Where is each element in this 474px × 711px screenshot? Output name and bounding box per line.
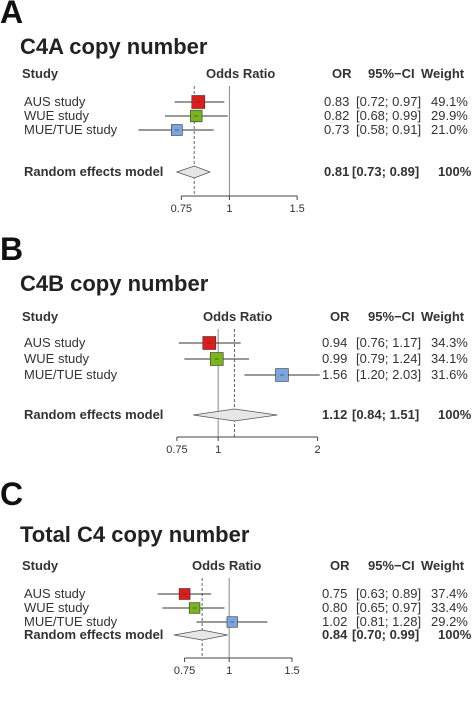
weight-value: 34.3% [431,335,468,350]
pooled-diamond [175,165,212,179]
x-tick-label: 2 [315,444,321,456]
weight-value: 33.4% [431,600,468,615]
study-name: WUE study [24,108,90,123]
or-value: 1.56 [322,367,348,382]
or-value: 0.73 [324,122,350,137]
x-tick-label: 1.5 [289,203,304,215]
pooled-or-value: 0.81 [324,164,350,179]
study-name: MUE/TUE study [24,367,118,382]
panel-title: Total C4 copy number [20,522,250,547]
study-name: MUE/TUE study [24,122,118,137]
pooled-or-value: 1.12 [322,407,348,422]
forest-panel-b: B C4B copy number Study Odds Ratio OR 95… [0,231,474,474]
x-tick-label: 1 [226,665,232,677]
ci-value: [0.58; 0.91] [356,122,422,137]
x-tick-label: 0.75 [174,665,195,677]
pooled-diamond [193,408,278,422]
pooled-label: Random effects model [24,627,164,642]
x-tick-label: 1 [215,444,221,456]
panel-letter: C [0,476,24,512]
odds-ratio-header: Odds Ratio [192,558,262,573]
ci-value: [0.65; 0.97] [356,600,422,615]
weight-value: 31.6% [431,367,468,382]
pooled-label: Random effects model [24,164,164,179]
odds-ratio-header: Odds Ratio [206,66,276,81]
weight-value: 29.9% [431,108,468,123]
forest-plot: 0.75 1 2 [166,329,321,456]
ci-column-header: 95%−CI [368,558,415,573]
pooled-ci-value: [0.73; 0.89] [352,164,420,179]
weight-column-header: Weight [421,558,465,573]
forest-plot: 0.75 1 1.5 [138,86,305,215]
study-name: WUE study [24,351,90,366]
ci-value: [1.20; 2.03] [356,367,422,382]
panel-letter: B [0,231,24,267]
weight-value: 37.4% [431,586,468,601]
forest-panel-c: C Total C4 copy number Study Odds Ratio … [0,476,474,711]
weight-value: 21.0% [431,122,468,137]
weight-value: 29.2% [431,614,468,629]
ci-value: [0.72; 0.97] [356,94,422,109]
study-column-header: Study [22,558,59,573]
panel-title: C4A copy number [20,34,208,59]
study-name: MUE/TUE study [24,614,118,629]
or-value: 0.99 [322,351,348,366]
x-tick-label: 0.75 [166,444,187,456]
pooled-weight-value: 100% [438,164,472,179]
weight-value: 34.1% [431,351,468,366]
study-name: WUE study [24,600,90,615]
ci-value: [0.81; 1.28] [356,614,422,629]
pooled-weight-value: 100% [438,627,472,642]
study-name: AUS study [24,94,86,109]
ci-column-header: 95%−CI [368,66,415,81]
pooled-ci-value: [0.84; 1.51] [352,407,420,422]
pooled-or-value: 0.84 [322,627,348,642]
or-value: 0.82 [324,108,350,123]
pooled-weight-value: 100% [438,407,472,422]
panel-letter: A [0,0,24,30]
study-column-header: Study [22,66,59,81]
pooled-diamond [173,629,228,641]
or-value: 0.75 [322,586,348,601]
x-tick-label: 0.75 [171,203,192,215]
weight-column-header: Weight [421,66,465,81]
study-column-header: Study [22,309,59,324]
or-value: 0.80 [322,600,348,615]
weight-value: 49.1% [431,94,468,109]
weight-column-header: Weight [421,309,465,324]
x-tick-label: 1 [226,203,232,215]
or-value: 1.02 [322,614,348,629]
ci-value: [0.79; 1.24] [356,351,422,366]
study-name: AUS study [24,586,86,601]
forest-panel-a: A C4A copy number Study Odds Ratio OR 95… [0,0,474,232]
or-value: 0.94 [322,335,348,350]
ci-value: [0.63; 0.89] [356,586,422,601]
study-name: AUS study [24,335,86,350]
ci-column-header: 95%−CI [368,309,415,324]
ci-value: [0.68; 0.99] [356,108,422,123]
or-column-header: OR [332,66,352,81]
or-column-header: OR [330,558,350,573]
forest-plot: 0.75 1 1.5 [157,578,300,677]
panel-title: C4B copy number [20,271,209,296]
or-value: 0.83 [324,94,350,109]
x-tick-label: 1.5 [284,665,299,677]
pooled-ci-value: [0.70; 0.99] [352,627,420,642]
odds-ratio-header: Odds Ratio [203,309,273,324]
pooled-label: Random effects model [24,407,164,422]
or-column-header: OR [330,309,350,324]
ci-value: [0.76; 1.17] [356,335,422,350]
